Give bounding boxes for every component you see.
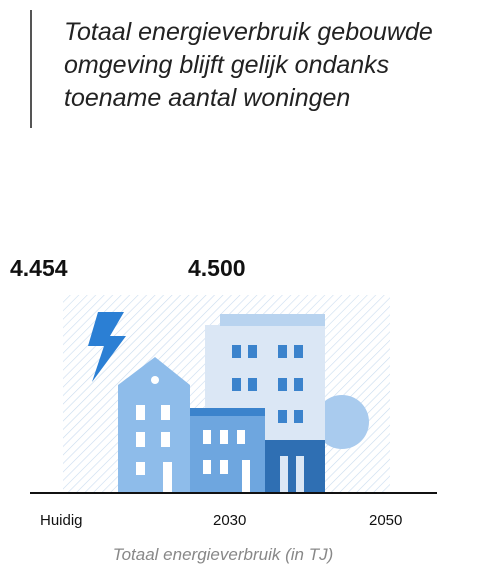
value-label: 4.454 — [10, 255, 68, 281]
middle-building — [190, 408, 265, 493]
axis-label: Huidig — [40, 512, 83, 529]
axis-label: 2030 — [213, 512, 246, 529]
axis-label: 2050 — [369, 512, 402, 529]
infographic: 4.454 4.500 Huidig 2030 2050 Totaal ener… — [0, 0, 490, 568]
dark-building — [265, 440, 325, 493]
value-label: 4.500 — [188, 255, 246, 281]
roof — [220, 314, 325, 326]
page: Totaal energieverbruik gebouwde omgeving… — [0, 0, 490, 568]
caption: Totaal energieverbruik (in TJ) — [113, 545, 333, 564]
